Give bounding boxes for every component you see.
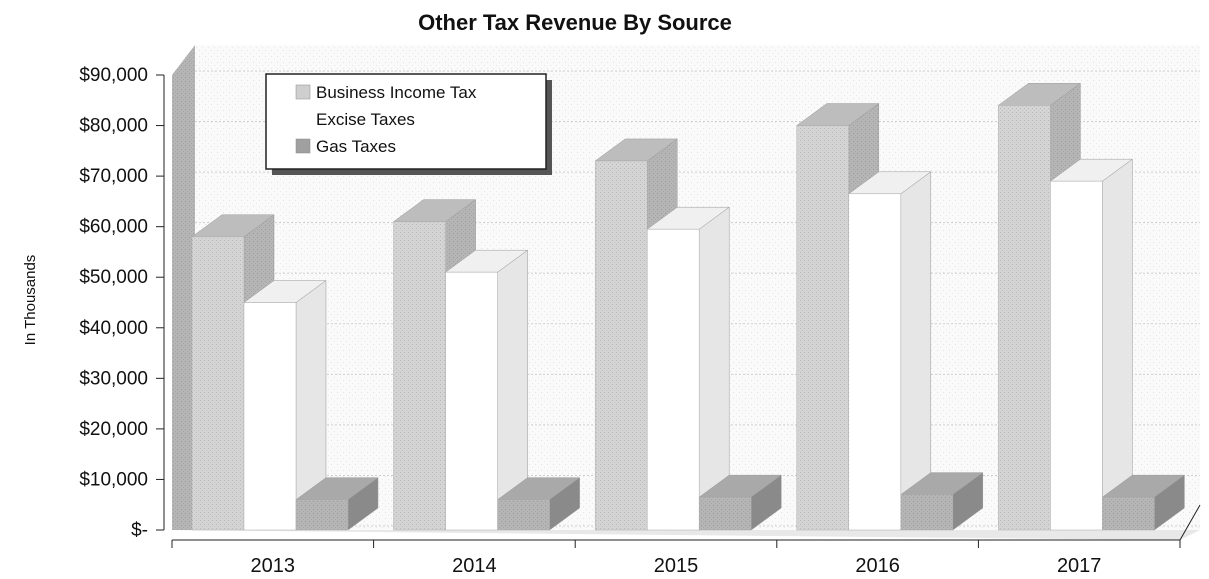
bar-front [191,236,245,531]
x-tick-label: 2014 [452,555,497,577]
legend-entry: Excise Taxes [316,110,415,129]
x-tick-label: 2017 [1057,555,1102,577]
bar-group [191,82,1186,531]
bar-front [646,228,700,531]
y-tick-label: $70,000 [79,166,148,187]
bar [698,474,782,531]
legend-box [265,73,547,170]
bar [646,206,730,531]
side-wall [172,45,195,530]
y-tick-label: $10,000 [79,469,148,490]
legend-entry: Business Income Tax [316,83,477,102]
y-tick-label: $30,000 [79,368,148,389]
x-tick-label: 2013 [251,555,296,577]
bar [900,472,984,531]
y-tick-label: $80,000 [79,116,148,137]
legend-entry: Gas Taxes [316,137,396,156]
legend-swatch [295,138,311,154]
x-tick-label: 2015 [654,555,699,577]
bar [1101,474,1186,531]
bar [496,477,581,531]
bar [848,171,932,531]
y-tick-label: $60,000 [79,217,148,238]
bar-front [1102,496,1155,531]
x-tick-label: 2016 [855,555,900,577]
y-tick-labels: $- $10,000 $20,000 $30,000 $40,000 $50,000 $60… [79,65,165,541]
bar-front [497,499,550,531]
bar-front [1050,180,1103,531]
bar-front [998,105,1051,531]
y-tick-label: $20,000 [79,419,148,440]
floor [172,530,1200,540]
chart-title: Other Tax Revenue By Source [418,10,732,35]
bar [295,477,379,531]
legend: Business Income Tax Excise Taxes Gas Taxes [265,73,552,175]
bar-front [594,160,648,531]
y-tick-label: $50,000 [79,267,148,288]
bar-front [295,499,349,531]
bar [243,280,327,531]
y-tick-label: $40,000 [79,318,148,339]
bar-front [698,496,752,531]
bar-front [848,193,902,531]
bar-front [243,302,297,531]
x-axis-depth-edge [1179,504,1201,541]
legend-swatch [296,112,310,126]
y-axis-label: In Thousands [22,255,39,346]
bar-front [796,125,850,531]
legend-swatch [295,84,311,100]
x-tick-labels: 2013 2014 2015 2016 2017 [251,555,1102,577]
bar-front [393,221,446,531]
y-tick-label: $90,000 [79,65,148,86]
bar [1049,158,1134,531]
x-axis [171,504,1201,548]
bar-front [445,271,498,531]
y-tick-label: $- [131,520,148,541]
bar [444,249,529,531]
bar-side [1102,158,1133,531]
bar-front [900,494,954,531]
